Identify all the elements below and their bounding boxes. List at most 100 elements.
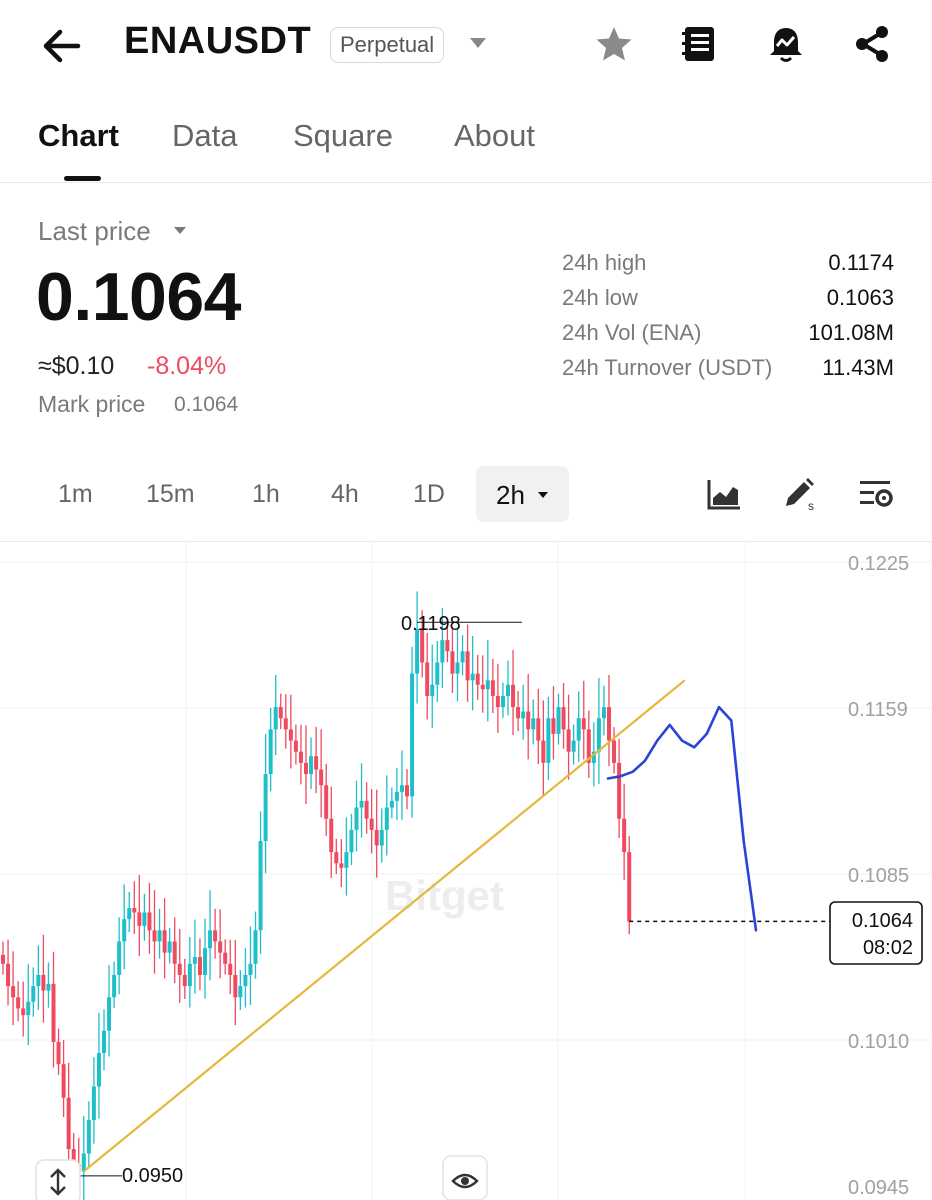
stat-label-24h-low: 24h low [562,285,638,310]
candle-up [571,740,576,752]
stat-value-24h-low: 0.1063 [826,285,894,310]
candle-up [107,997,112,1031]
candle-down [293,740,298,752]
symbol-title[interactable]: ENAUSDT [124,20,312,62]
candle-up [349,829,354,853]
notebook-icon[interactable] [680,24,720,64]
interval-1h[interactable]: 1h [252,480,280,508]
candle-down [213,930,218,942]
candle-up [596,718,601,752]
candle-down [324,785,329,819]
candle-up [263,774,268,842]
stat-label-24h-turnover: 24h Turnover (USDT) [562,355,773,380]
chart-settings-icon[interactable] [858,476,894,512]
candle-down [612,740,617,763]
candle-down [197,957,202,975]
candle-down [314,756,319,770]
candle-down [283,718,288,730]
candle-up [455,662,460,674]
candle-up [91,1086,96,1121]
candle-down [581,718,586,730]
candle-down [339,863,344,868]
candle-down [617,762,622,819]
candle-up [531,718,536,730]
eye-visibility-icon[interactable] [442,1155,488,1200]
tab-square[interactable]: Square [293,118,393,153]
candle-up [36,974,41,987]
candle-up [435,662,440,685]
svg-text:s: s [808,499,814,512]
symbol-dropdown-chevron-icon[interactable] [470,38,486,48]
candle-up [122,919,127,942]
candle-down [536,718,541,741]
candle-down [490,680,495,696]
candle-up [127,907,132,920]
interval-1d[interactable]: 1D [413,480,445,508]
interval-selector: 1m 15m 1h 4h 1D 2h [0,462,932,526]
stat-label-24h-vol: 24h Vol (ENA) [562,320,702,345]
candle-up [601,707,606,719]
candle-up [485,680,490,690]
top-bar: ENAUSDT Perpetual [0,0,932,92]
candle-down [71,1149,76,1165]
candle-down [329,818,334,853]
interval-4h[interactable]: 4h [331,480,359,508]
candle-up [389,800,394,808]
low-marker-label: 0.0950 [122,1165,183,1187]
candle-up [31,986,36,1002]
candle-up [379,829,384,846]
high-marker: 0.1198 [401,613,522,635]
candles [1,591,632,1200]
star-icon[interactable] [594,24,634,64]
price-axis-label: 0.1225 [848,553,909,575]
candle-down [233,974,238,998]
candle-up [384,807,389,830]
candle-up [415,628,420,674]
current-price-tag[interactable]: 0.1064 08:02 [829,901,923,965]
candle-down [16,997,21,1009]
chart-resize-handle-icon[interactable] [35,1159,81,1200]
candle-down [586,729,591,763]
last-price-selector[interactable]: Last price [38,216,151,246]
tab-chart[interactable]: Chart [38,118,119,153]
last-price-caret-icon[interactable] [174,227,186,234]
price-axis-label: 0.1010 [848,1031,909,1053]
candlestick-chart[interactable]: Bitget 0.1225 0.1159 0.1085 0.1010 0.094… [0,542,932,1200]
candle-down [132,907,137,913]
candle-down [182,974,187,987]
candle-up [460,651,465,663]
candle-up [556,707,561,734]
candle-down [56,1041,61,1065]
candle-down [61,1064,66,1098]
contract-type-badge: Perpetual [330,27,445,63]
price-alert-bell-icon[interactable] [766,24,806,64]
drawing-pen-icon[interactable]: s [782,476,818,512]
tab-data[interactable]: Data [172,118,238,153]
interval-1m[interactable]: 1m [58,480,93,508]
candle-down [137,912,142,926]
candle-down [152,930,157,942]
candle-up [238,986,243,998]
candle-down [228,963,233,975]
share-icon[interactable] [852,24,892,64]
indicator-chart-icon[interactable] [706,476,742,512]
candle-up [430,684,435,696]
tab-about[interactable]: About [454,118,536,153]
candle-down [218,941,223,953]
candle-down [11,986,16,998]
back-arrow-icon[interactable] [40,26,82,66]
candle-down [51,983,56,1042]
candle-down [162,930,167,953]
drawn-projection-line [606,705,758,932]
price-axis-label: 0.0945 [848,1177,909,1199]
candle-up [394,791,399,801]
candle-down [465,651,470,681]
candle-up [344,852,349,868]
current-price-tag-value: 0.1064 [852,910,913,932]
interval-15m[interactable]: 15m [146,480,195,508]
stat-value-24h-turnover: 11.43M [822,355,894,380]
candle-up [591,751,596,763]
candle-up [86,1120,91,1154]
interval-2h-selected[interactable]: 2h [476,466,569,522]
price-axis: 0.1225 0.1159 0.1085 0.1010 0.0945 [848,553,909,1199]
